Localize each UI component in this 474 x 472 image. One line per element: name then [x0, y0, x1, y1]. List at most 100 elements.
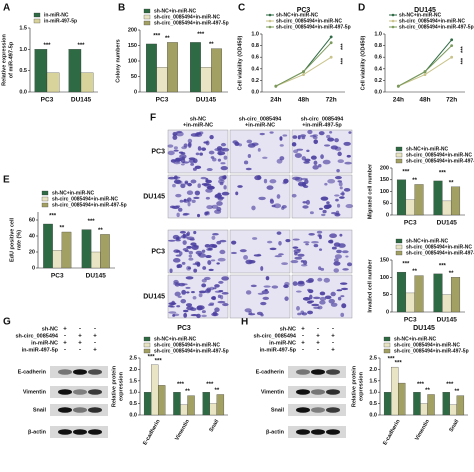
- y-tick-label: 50: [131, 74, 137, 80]
- cell: [175, 254, 182, 257]
- cell: [284, 296, 289, 301]
- bar: [143, 392, 152, 416]
- cell: [265, 276, 270, 281]
- y-axis-label: of miR-497-5p: [8, 41, 14, 78]
- legend-swatch: [395, 244, 403, 250]
- band: [296, 429, 310, 435]
- cell: [211, 312, 219, 317]
- cell: [269, 179, 277, 184]
- significance: ***: [155, 358, 163, 364]
- significance: **: [209, 42, 214, 48]
- cell: [176, 305, 181, 308]
- cell: [230, 251, 237, 255]
- cell: [219, 249, 226, 255]
- point: [274, 84, 278, 88]
- significance: ***: [402, 169, 410, 175]
- y-tick-label: 1.0: [19, 47, 27, 53]
- cell: [279, 156, 285, 161]
- x-tick-label: 48h: [419, 97, 430, 104]
- cell: [323, 144, 331, 147]
- sign: -: [64, 348, 66, 354]
- cell: [218, 147, 226, 152]
- y-tick-label: 2.5: [369, 355, 377, 361]
- cell: [175, 238, 181, 242]
- cell: [172, 135, 178, 140]
- sign: +: [63, 341, 67, 347]
- y-tick-label: 50: [383, 292, 389, 298]
- x-tick-label: 24h: [393, 97, 404, 104]
- cell: [235, 191, 239, 196]
- cell: [209, 243, 216, 248]
- cell: [216, 201, 223, 206]
- bar: [156, 67, 168, 93]
- condition-label: in-miR-NC: [269, 340, 296, 346]
- cell: [172, 313, 180, 317]
- cell: [190, 133, 199, 137]
- cell: [178, 151, 184, 154]
- cell: [182, 213, 188, 216]
- cell: [167, 176, 176, 180]
- sign: +: [331, 334, 335, 340]
- cell: [180, 234, 188, 239]
- cell: [259, 132, 265, 136]
- cell: [174, 291, 181, 297]
- cell: [169, 268, 173, 273]
- cell: [178, 282, 186, 287]
- significance: ***: [417, 382, 425, 388]
- y-tick-label: 2.5: [129, 355, 137, 361]
- legend-swatch: [41, 196, 49, 202]
- cell: [279, 144, 284, 147]
- cell: [316, 230, 323, 234]
- cell: [334, 254, 342, 259]
- cell: [292, 246, 299, 249]
- cell: [214, 193, 222, 198]
- cell: [185, 276, 194, 280]
- cell: [322, 159, 331, 165]
- band: [296, 407, 310, 413]
- cell: [222, 303, 229, 307]
- cell: [206, 168, 213, 172]
- legend-label: sh-NC+in-miR-NC: [399, 12, 441, 18]
- cell: [327, 178, 336, 184]
- cell: [219, 239, 227, 243]
- bar: [456, 395, 465, 416]
- point: [329, 55, 333, 59]
- x-tick-label: PC3: [404, 317, 417, 324]
- cell: [186, 190, 194, 196]
- cell: [297, 253, 305, 257]
- cell: [176, 212, 180, 218]
- y-tick-label: 0.0: [369, 412, 377, 418]
- protein-label: Snail: [271, 407, 285, 413]
- band: [88, 429, 102, 435]
- cell: [201, 147, 207, 151]
- row-label: PC3: [151, 148, 165, 155]
- cell: [339, 192, 345, 195]
- protein-label: β-actin: [28, 429, 47, 435]
- cell: [307, 277, 314, 283]
- significance: ***: [206, 382, 214, 388]
- y-tick-label: 0.2: [374, 78, 382, 84]
- legend-swatch: [143, 20, 151, 26]
- legend-label: in-miR-497-5p: [44, 18, 77, 24]
- cell: [330, 291, 336, 297]
- cell: [313, 139, 319, 145]
- y-axis-label: Migrated cell number: [367, 163, 373, 219]
- protein-label: E-cadherin: [18, 369, 47, 375]
- y-tick-label: 0.0: [129, 412, 137, 418]
- panel-label: C: [238, 3, 245, 14]
- legend-swatch: [395, 238, 403, 244]
- cell: [327, 137, 335, 142]
- cell: [211, 235, 216, 240]
- cell: [210, 259, 216, 262]
- cell: [335, 198, 339, 202]
- significance: ***: [460, 46, 466, 53]
- cell: [336, 249, 342, 254]
- cell: [246, 139, 253, 144]
- cell: [185, 291, 190, 294]
- cell: [189, 238, 195, 241]
- y-tick-label: 2.0: [129, 367, 137, 373]
- point: [450, 38, 454, 42]
- significance: **: [98, 228, 103, 234]
- cell: [247, 154, 252, 158]
- y-tick-label: 0: [386, 212, 389, 218]
